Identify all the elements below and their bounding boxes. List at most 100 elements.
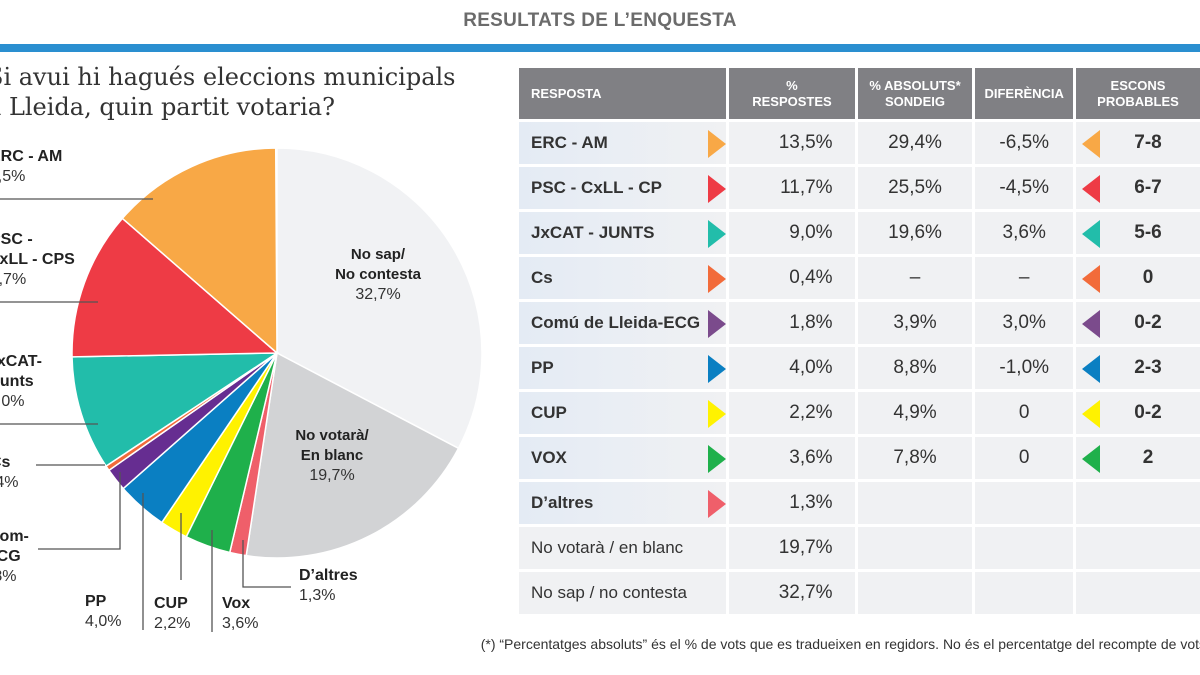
column-header-4: ESCONS PROBABLES (1075, 68, 1200, 119)
cell-diferencia-value: -1,0% (999, 357, 1050, 378)
cell-resposta-value: No votarà / en blanc (531, 538, 684, 557)
color-marker-icon (708, 400, 727, 428)
cell-escons: 0-2 (1075, 302, 1200, 344)
cell-pct-absoluts-value: 4,9% (893, 402, 937, 423)
cell-escons-value: 7-8 (1134, 132, 1162, 153)
cell-escons: 6-7 (1075, 167, 1200, 209)
cell-escons: 0-2 (1075, 392, 1200, 434)
cell-pct-respostes: 13,5% (729, 122, 855, 164)
color-marker-icon (1081, 265, 1100, 293)
pie-chart (0, 147, 483, 632)
cell-pct-respostes: 19,7% (729, 527, 855, 569)
column-header-2: % ABSOLUTS* SONDEIG (857, 68, 973, 119)
cell-pct-absoluts (857, 527, 973, 569)
cell-pct-respostes: 9,0% (729, 212, 855, 254)
cell-diferencia: 3,0% (975, 302, 1073, 344)
cell-escons: 0 (1075, 257, 1200, 299)
cell-resposta: CUP (519, 392, 727, 434)
table-row: Cs 0,4% – – 0 (519, 257, 1200, 299)
cell-pct-absoluts: 19,6% (857, 212, 973, 254)
cell-pct-respostes-value: 1,8% (789, 312, 833, 333)
cell-escons-value: 0 (1142, 267, 1154, 288)
cell-escons (1075, 482, 1200, 524)
cell-pct-absoluts: 25,5% (857, 167, 973, 209)
cell-resposta-value: PP (531, 358, 554, 377)
cell-diferencia-value: – (1018, 267, 1030, 288)
cell-diferencia-value: -6,5% (999, 132, 1050, 153)
cell-escons-value: 0-2 (1134, 402, 1162, 423)
cell-pct-respostes-value: 0,4% (789, 267, 833, 288)
cell-escons: 7-8 (1075, 122, 1200, 164)
cell-resposta-value: Comú de Lleida-ECG (531, 313, 701, 332)
cell-pct-respostes-value: 9,0% (789, 222, 833, 243)
cell-resposta: Comú de Lleida-ECG (519, 302, 727, 344)
color-marker-icon (708, 130, 727, 158)
table-row: CUP 2,2% 4,9% 0 0-2 (519, 392, 1200, 434)
cell-pct-absoluts-value: 19,6% (888, 222, 942, 243)
page-title: RESULTATS DE L’ENQUESTA (463, 10, 737, 31)
label-no-votara: No votarà/En blanc 19,7% (295, 427, 369, 484)
cell-diferencia-value: -4,5% (999, 177, 1050, 198)
color-marker-icon (708, 265, 727, 293)
cell-pct-respostes-value: 4,0% (789, 357, 833, 378)
table-row: D’altres 1,3% (519, 482, 1200, 524)
cell-diferencia-value: 0 (1018, 447, 1030, 468)
color-marker-icon (1081, 130, 1100, 158)
table-row: VOX 3,6% 7,8% 0 2 (519, 437, 1200, 479)
cell-pct-absoluts: – (857, 257, 973, 299)
label-psc: PSC -CxLL - CPS11,7% (0, 231, 75, 288)
cell-resposta: D’altres (519, 482, 727, 524)
label-no-sap: No sap/No contesta 32,7% (335, 246, 421, 303)
color-marker-icon (1081, 355, 1100, 383)
cell-pct-respostes-value: 3,6% (789, 447, 833, 468)
cell-resposta: No sap / no contesta (519, 572, 727, 614)
color-marker-icon (1081, 220, 1100, 248)
cell-escons-value: 5-6 (1134, 222, 1162, 243)
cell-diferencia-value: 3,0% (1002, 312, 1046, 333)
cell-diferencia (975, 482, 1073, 524)
pie-slice-0 (276, 147, 483, 450)
cell-pct-respostes: 4,0% (729, 347, 855, 389)
label-jxcat: JxCAT-Junts9,0% (0, 353, 42, 410)
question-line-2: a Lleida, quin partit votaria? (0, 93, 335, 121)
color-marker-icon (1081, 175, 1100, 203)
cell-resposta-value: No sap / no contesta (531, 583, 687, 602)
color-marker-icon (1081, 400, 1100, 428)
cell-pct-respostes: 1,3% (729, 482, 855, 524)
title-rule (0, 44, 1200, 52)
cell-pct-absoluts-value: 7,8% (893, 447, 937, 468)
results-table: RESPOSTA% RESPOSTES% ABSOLUTS* SONDEIG DIFE… (516, 65, 1200, 617)
color-marker-icon (708, 220, 727, 248)
cell-diferencia: – (975, 257, 1073, 299)
leader-altres (242, 540, 291, 588)
cell-diferencia: -6,5% (975, 122, 1073, 164)
cell-escons (1075, 527, 1200, 569)
table-row: JxCAT - JUNTS 9,0% 19,6% 3,6% 5-6 (519, 212, 1200, 254)
table-row: No votarà / en blanc 19,7% (519, 527, 1200, 569)
cell-diferencia-value: 3,6% (1002, 222, 1046, 243)
cell-resposta: Cs (519, 257, 727, 299)
cell-escons: 2-3 (1075, 347, 1200, 389)
cell-resposta-value: PSC - CxLL - CP (531, 178, 662, 197)
cell-diferencia-value: 0 (1018, 402, 1030, 423)
cell-pct-absoluts: 29,4% (857, 122, 973, 164)
pie-slice-10 (121, 147, 278, 355)
cell-resposta: PSC - CxLL - CP (519, 167, 727, 209)
cell-resposta-value: D’altres (531, 493, 594, 512)
color-marker-icon (708, 445, 727, 473)
color-marker-icon (1081, 445, 1100, 473)
chart-question: Si avui hi hagués eleccions municipals a… (0, 62, 456, 122)
table-row: ERC - AM 13,5% 29,4% -6,5% 7-8 (519, 122, 1200, 164)
cell-pct-absoluts: 3,9% (857, 302, 973, 344)
cell-diferencia: -4,5% (975, 167, 1073, 209)
cell-diferencia: 0 (975, 392, 1073, 434)
cell-resposta: No votarà / en blanc (519, 527, 727, 569)
label-cup: CUP 2,2% (154, 595, 191, 632)
cell-pct-absoluts-value: 25,5% (888, 177, 942, 198)
question-line-1: Si avui hi hagués eleccions municipals (0, 63, 456, 91)
cell-pct-absoluts (857, 482, 973, 524)
cell-escons: 2 (1075, 437, 1200, 479)
cell-resposta-value: CUP (531, 403, 567, 422)
pie-slice-8 (71, 352, 280, 468)
